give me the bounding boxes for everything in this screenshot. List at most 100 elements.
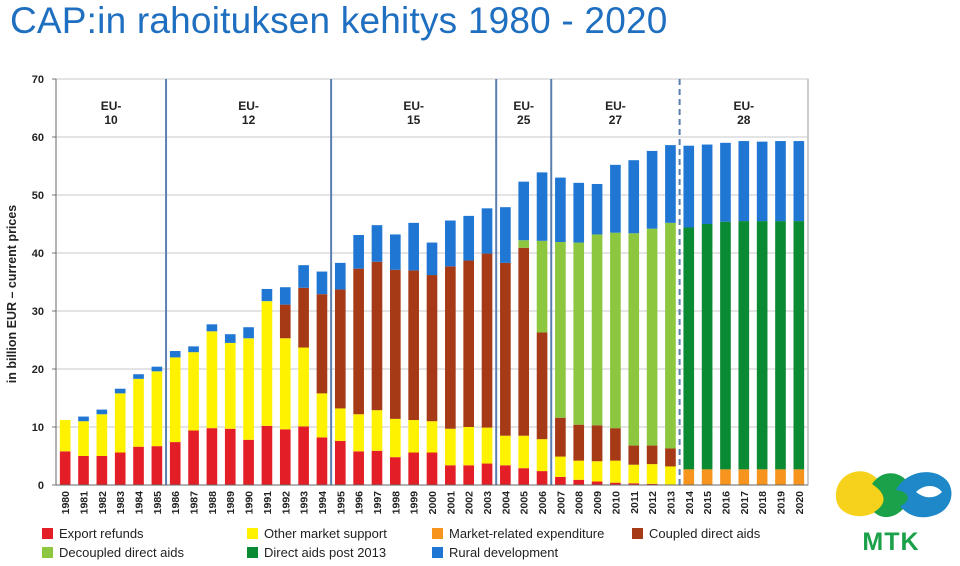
legend-swatch [247, 528, 258, 539]
x-tick-label: 2011 [629, 491, 641, 514]
bar-segment [114, 393, 126, 453]
legend-item: Decoupled direct aids [42, 545, 184, 560]
bar-segment [573, 242, 585, 425]
bar-segment [463, 215, 475, 261]
bar-segment [224, 342, 236, 429]
legend-swatch [247, 547, 258, 558]
bar-segment [96, 414, 108, 456]
bar-segment [353, 414, 364, 452]
bar-segment [169, 351, 181, 358]
bar-segment [481, 253, 493, 428]
bar-segment [316, 393, 328, 438]
bar-segment [555, 241, 566, 418]
x-tick-label: 1983 [115, 491, 127, 515]
bar-segment [151, 371, 163, 447]
bar-segment [756, 141, 768, 222]
legend-label: Rural development [449, 545, 559, 560]
y-tick-label: 60 [32, 132, 44, 144]
bar-segment [389, 234, 401, 270]
bar-segment [720, 469, 731, 485]
bar-segment [261, 288, 273, 302]
bar-segment [353, 235, 364, 269]
bar-segment [59, 420, 71, 452]
era-label: EU- [238, 99, 259, 113]
bar-segment [389, 418, 401, 458]
bar-segment [426, 452, 438, 485]
era-label: 27 [609, 113, 623, 127]
x-tick-label: 1992 [280, 491, 292, 515]
era-label: EU- [605, 99, 626, 113]
era-label: EU- [513, 99, 534, 113]
bar-segment [591, 461, 603, 482]
bar-segment [536, 172, 548, 241]
x-tick-label: 2006 [537, 491, 549, 515]
bar-segment [500, 207, 511, 263]
bar-segment [646, 150, 658, 229]
era-label: EU- [403, 99, 424, 113]
bar-segment [610, 482, 621, 485]
bar-segment [298, 347, 309, 427]
legend-item: Rural development [432, 545, 558, 560]
bar-segment [646, 483, 658, 485]
bar-segment [573, 460, 585, 480]
x-tick-label: 1989 [225, 491, 237, 515]
bar-segment [591, 481, 603, 485]
bar-segment [591, 234, 603, 426]
x-tick-label: 1984 [134, 491, 146, 515]
bar-segment [518, 468, 530, 485]
bar-segment [408, 222, 419, 271]
x-tick-label: 2003 [482, 491, 494, 515]
bar-segment [188, 430, 199, 485]
bar-segment [188, 352, 199, 431]
bar-segment [738, 141, 750, 222]
bar-segment [78, 421, 89, 456]
mtk-logo-text: MTK [862, 528, 920, 556]
bar-segment [646, 228, 658, 446]
x-tick-label: 2015 [702, 491, 714, 515]
bar-segment [334, 440, 346, 485]
bar-segment [298, 287, 309, 348]
x-tick-label: 2002 [464, 491, 476, 515]
bar-segment [279, 304, 291, 339]
era-label: EU- [101, 99, 122, 113]
x-tick-label: 1985 [152, 491, 164, 515]
bar-segment [243, 439, 254, 485]
era-label: 25 [517, 113, 531, 127]
y-tick-label: 50 [32, 190, 44, 202]
x-tick-label: 2004 [500, 491, 512, 515]
bar-segment [628, 445, 640, 465]
x-tick-label: 1998 [390, 491, 402, 515]
bar-segment [775, 141, 786, 222]
bar-segment [408, 270, 419, 421]
bar-segment [206, 428, 218, 485]
mtk-logo: MTK [832, 462, 956, 558]
legend-swatch [632, 528, 643, 539]
x-tick-label: 1991 [262, 491, 274, 515]
bar-segment [133, 446, 144, 485]
bar-segment [646, 464, 658, 484]
bar-segment [646, 445, 658, 465]
bar-segment [665, 222, 676, 449]
bar-segment [371, 225, 383, 262]
legend-item: Other market support [247, 526, 387, 541]
y-tick-label: 0 [38, 480, 44, 492]
bar-segment [298, 426, 309, 485]
bar-segment [720, 221, 731, 470]
x-tick-label: 1996 [354, 491, 366, 515]
bar-segment [775, 469, 786, 485]
bar-segment [536, 240, 548, 333]
x-tick-label: 2009 [592, 491, 604, 515]
y-tick-label: 30 [32, 306, 44, 318]
bar-segment [536, 332, 548, 440]
bar-segment [445, 266, 456, 429]
legend-item: Direct aids post 2013 [247, 545, 386, 560]
legend-item: Market-related expenditure [432, 526, 604, 541]
x-tick-label: 2019 [775, 491, 787, 515]
x-tick-label: 1988 [207, 491, 219, 515]
x-tick-label: 1987 [189, 491, 201, 515]
bar-segment [738, 469, 750, 485]
era-label: EU- [733, 99, 754, 113]
x-tick-label: 2005 [519, 491, 531, 515]
x-tick-label: 1981 [79, 491, 91, 515]
x-tick-label: 2012 [647, 491, 659, 515]
